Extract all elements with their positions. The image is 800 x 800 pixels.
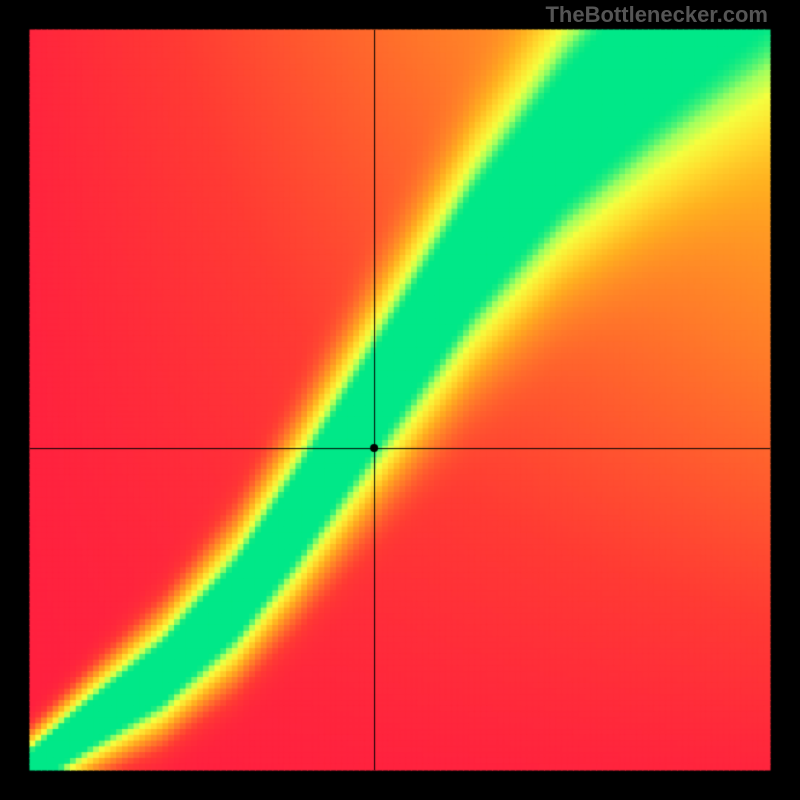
watermark-text: TheBottlenecker.com [545,2,768,28]
bottleneck-heatmap [0,0,800,800]
